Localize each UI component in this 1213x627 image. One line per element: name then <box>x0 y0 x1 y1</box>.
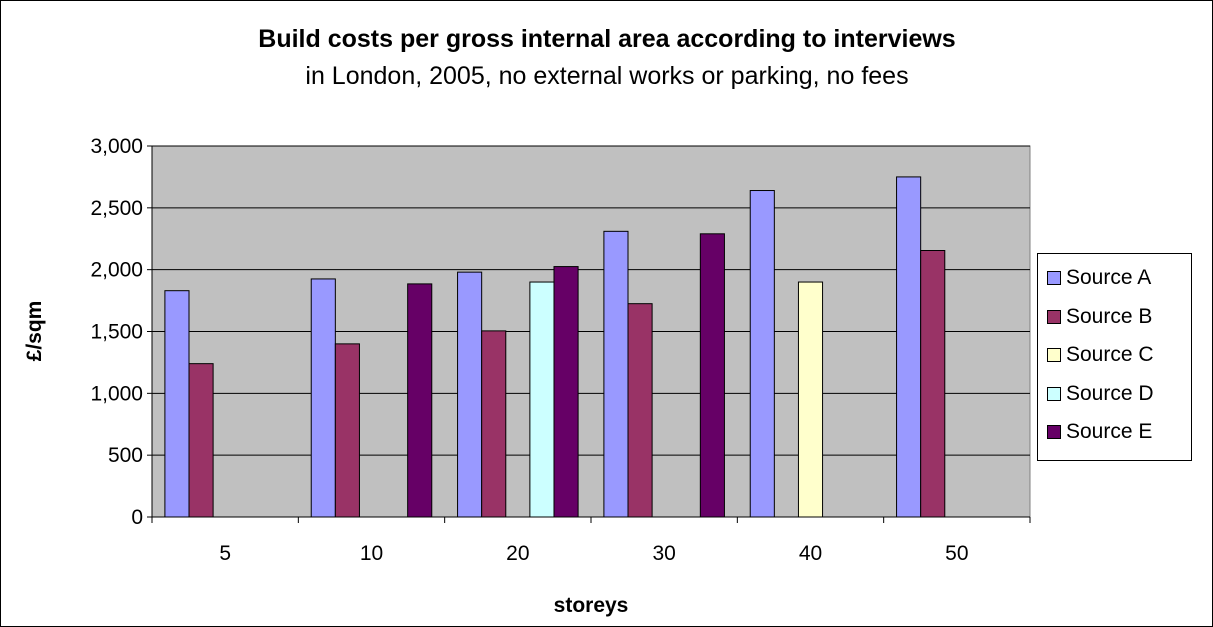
x-tick-label: 30 <box>652 542 675 565</box>
gridlines <box>152 145 1030 456</box>
x-tick-label: 40 <box>799 542 822 565</box>
legend-item-source-b: Source B <box>1047 302 1152 332</box>
legend-item-source-d: Source D <box>1047 379 1154 409</box>
x-tick-label: 50 <box>945 542 968 565</box>
legend-swatch <box>1047 425 1061 439</box>
bar-source-e-10 <box>407 283 433 518</box>
legend-swatch <box>1047 348 1061 362</box>
bar-source-e-20 <box>553 266 579 518</box>
bars-group <box>164 176 946 518</box>
legend-swatch <box>1047 271 1061 285</box>
legend-item-source-c: Source C <box>1047 340 1154 370</box>
chart-subtitle: in London, 2005, no external works or pa… <box>305 62 908 90</box>
legend-label: Source E <box>1066 420 1153 443</box>
bar-source-a-30 <box>603 230 629 518</box>
x-axis-label: storeys <box>554 594 629 617</box>
legend-swatch <box>1047 309 1061 324</box>
bar-source-c-40 <box>797 281 824 518</box>
legend-item-source-e: Source E <box>1047 417 1152 447</box>
y-tick-label: 1,000 <box>90 382 143 405</box>
bar-source-a-5 <box>164 290 190 518</box>
y-tick-label: 1,500 <box>90 321 143 344</box>
bar-source-a-10 <box>310 278 336 518</box>
legend-label: Source B <box>1066 304 1153 328</box>
legend-swatch <box>1047 386 1061 401</box>
bar-source-b-50 <box>920 249 946 518</box>
bar-source-a-50 <box>896 176 922 518</box>
legend-label: Source C <box>1066 343 1154 366</box>
chart-title: Build costs per gross internal area acco… <box>258 25 955 53</box>
y-tick-label: 500 <box>108 444 143 467</box>
x-tick-label: 5 <box>219 542 231 565</box>
y-tick-label: 2,500 <box>90 197 143 220</box>
bar-source-a-40 <box>749 190 775 518</box>
bar-source-e-30 <box>699 233 725 518</box>
bar-source-b-5 <box>188 363 214 518</box>
bar-source-b-30 <box>627 303 653 518</box>
y-tick-labels: 0 500 1,000 1,500 2,000 2,500 3,000 <box>90 135 143 529</box>
bar-source-d-20 <box>529 281 555 518</box>
legend-label: Source A <box>1066 266 1152 289</box>
x-tick-label: 20 <box>506 542 529 565</box>
axes <box>147 145 1031 523</box>
legend-label: Source D <box>1066 381 1154 405</box>
x-tick-label: 10 <box>360 542 383 565</box>
x-tick-labels: 5 10 20 30 40 50 <box>219 542 968 565</box>
y-axis-label: £/sqm <box>23 301 46 362</box>
y-tick-label: 0 <box>131 506 143 529</box>
legend: Source A Source B Source C Source D Source E <box>1037 253 1192 461</box>
legend-item-source-a: Source A <box>1047 263 1151 293</box>
bar-source-b-10 <box>334 343 360 518</box>
y-tick-label: 2,000 <box>90 259 143 282</box>
y-tick-label: 3,000 <box>90 135 143 158</box>
bar-source-b-20 <box>481 330 507 518</box>
bar-source-a-20 <box>457 271 483 518</box>
